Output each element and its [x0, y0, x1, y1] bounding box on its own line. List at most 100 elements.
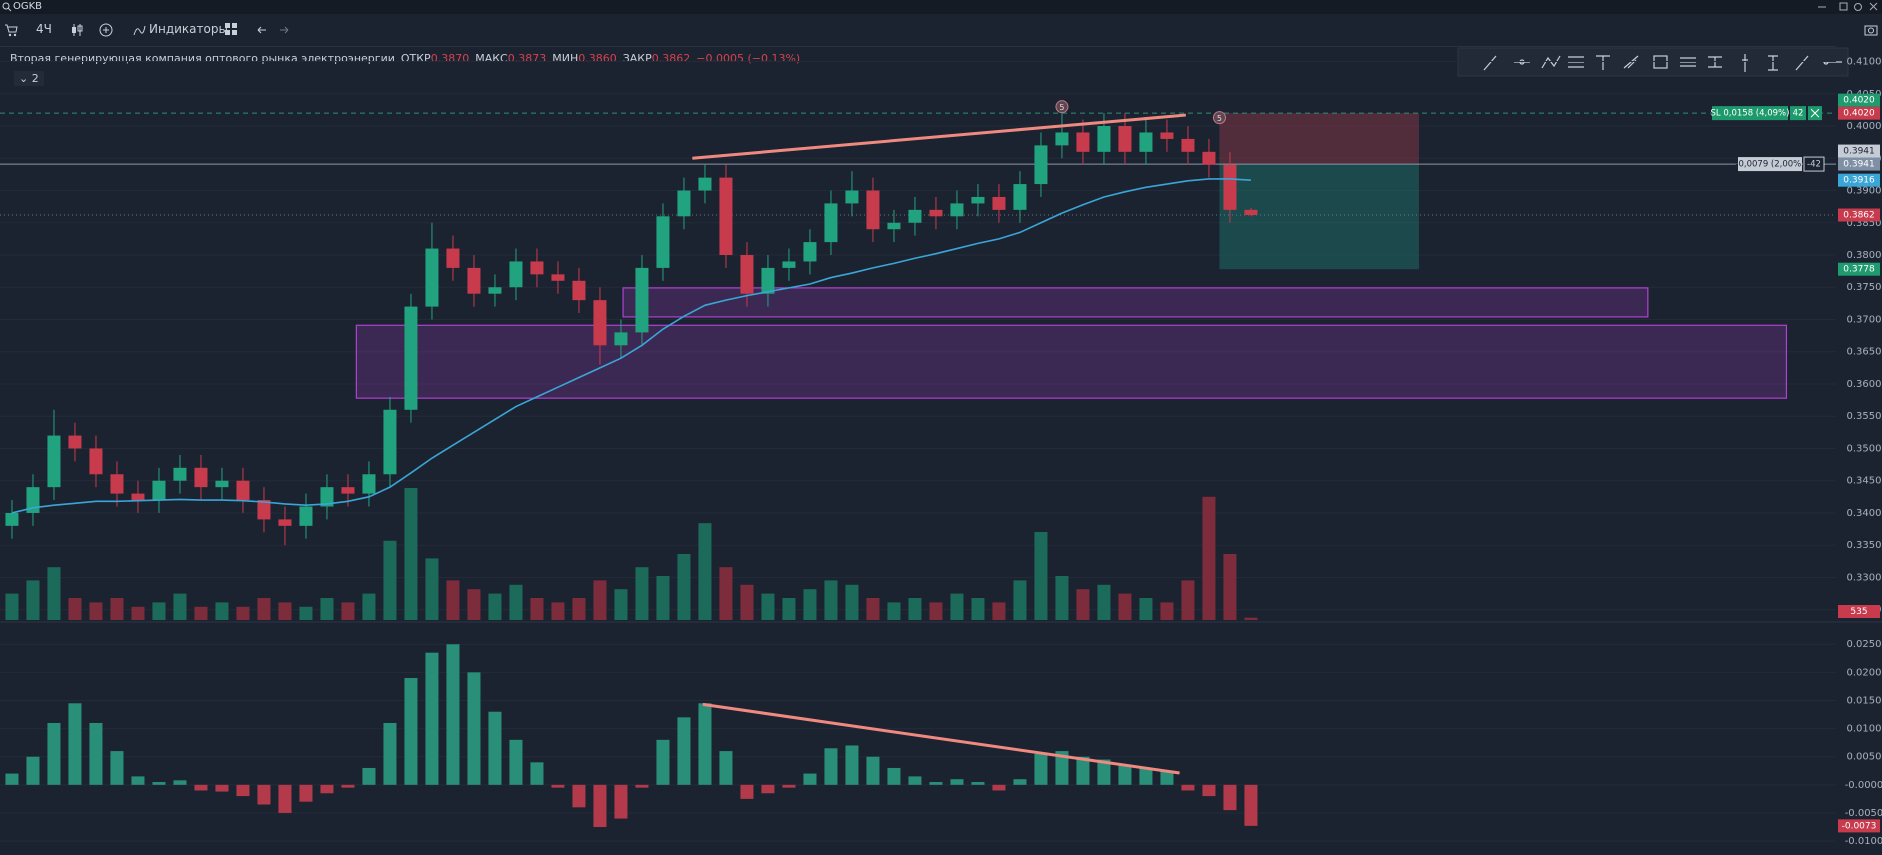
volume-bar	[467, 589, 481, 620]
y-tick-label: 0.3450	[1847, 476, 1882, 487]
volume-bar	[824, 580, 838, 620]
volume-bar	[404, 488, 418, 620]
volume-bar	[488, 593, 502, 620]
volume-bar	[1244, 617, 1258, 620]
layout-icon[interactable]	[225, 23, 237, 35]
candle-body	[824, 203, 838, 243]
volume-bar	[131, 606, 145, 620]
y-tick-label: 0.3250	[1847, 605, 1882, 616]
price-tag	[1838, 157, 1880, 171]
close-icon	[1810, 108, 1820, 118]
indicators-button[interactable]: Индикаторы	[149, 22, 228, 36]
candle-body	[719, 177, 733, 256]
y-tick-label: 0.0200	[1847, 667, 1882, 678]
candle-body	[530, 261, 544, 275]
price-tag-label: 0.3941	[1843, 147, 1875, 157]
candle-body	[593, 300, 607, 346]
candle-body	[1223, 164, 1237, 210]
y-tick-label: 0.3550	[1847, 411, 1882, 422]
histogram-bar	[1055, 751, 1069, 785]
volume-bar	[1223, 554, 1237, 620]
candle-body	[320, 487, 334, 507]
volume-bar	[1181, 580, 1195, 620]
legend-value: 0.3860	[578, 52, 617, 65]
y-tick-label: 0.3900	[1847, 186, 1882, 197]
candle-body	[68, 435, 82, 449]
y-tick-label: 0.3800	[1847, 250, 1882, 261]
candle-body	[929, 209, 943, 217]
indicator-count: 2	[31, 72, 39, 85]
price-tag	[1838, 173, 1880, 187]
candle-body	[950, 203, 964, 217]
histogram-bar	[950, 779, 964, 785]
compare-icon[interactable]	[99, 23, 113, 37]
candle-body	[1013, 184, 1027, 210]
toolbar: 4Ч Индикаторы	[0, 14, 1882, 47]
search-icon[interactable]	[2, 2, 12, 12]
histogram-bar	[971, 782, 985, 785]
position-reward	[1219, 164, 1419, 270]
volume-bar	[572, 598, 586, 620]
histogram-bar	[572, 784, 586, 808]
y-tick-label: 0.0150	[1847, 695, 1882, 706]
y-tick-label: 0.0050	[1847, 752, 1882, 763]
volume-bar	[1118, 593, 1132, 620]
y-tick-label: 0.3650	[1847, 347, 1882, 358]
candle-body	[803, 242, 817, 262]
undo-redo[interactable]	[256, 23, 292, 37]
symbol[interactable]: OGKB	[13, 1, 43, 12]
candle-body	[383, 409, 397, 475]
zone	[355, 324, 1788, 399]
volume-tag-label: 535	[1850, 607, 1867, 617]
price-tag	[1838, 262, 1880, 276]
candle-body	[1118, 126, 1132, 152]
volume-bar	[593, 580, 607, 620]
price-tag-label: 0.3778	[1843, 265, 1875, 275]
chart-type-icon[interactable]	[70, 23, 84, 37]
volume-bar	[887, 602, 901, 620]
volume-bar	[152, 602, 166, 620]
title-bar: OGKB	[0, 0, 1882, 14]
candle-body	[866, 190, 880, 230]
volume-bar	[929, 602, 943, 620]
histogram-bar	[1013, 779, 1027, 785]
event-marker	[1055, 100, 1069, 114]
histogram-bar	[173, 780, 187, 785]
volume-bar	[341, 602, 355, 620]
volume-bar	[26, 580, 40, 620]
candle-body	[110, 474, 124, 494]
y-tick-label: 0.3350	[1847, 540, 1882, 551]
histogram-bar	[467, 672, 481, 785]
cart-icon[interactable]	[4, 23, 18, 37]
screenshot-icon[interactable]	[1864, 23, 1878, 37]
histogram-bar	[908, 776, 922, 785]
legend: Вторая генерирующая компания оптового ры…	[10, 52, 806, 65]
volume-bar	[236, 606, 250, 620]
legend-label: ЗАКР	[622, 52, 652, 65]
candle-body	[236, 480, 250, 501]
price-tag	[1838, 144, 1880, 158]
price-tag	[1838, 106, 1880, 120]
indicator-toggle[interactable]: ⌄ 2	[14, 71, 44, 86]
volume-bar	[761, 593, 775, 620]
volume-bar	[1139, 598, 1153, 620]
candle-body	[992, 196, 1006, 210]
histogram-bar	[803, 773, 817, 785]
histogram-bar	[1160, 770, 1174, 785]
candle-body	[194, 467, 208, 488]
histogram-bar	[278, 784, 292, 813]
y-tick-label: 0.3850	[1847, 218, 1882, 229]
window-controls[interactable]	[1816, 2, 1880, 12]
indicators-icon[interactable]	[132, 23, 146, 37]
position-risk	[1219, 113, 1419, 165]
candle-body	[89, 448, 103, 475]
legend-label: МИН	[552, 52, 579, 65]
candle-body	[845, 190, 859, 204]
sl-close-button[interactable]	[1808, 106, 1822, 121]
candle-body	[341, 487, 355, 494]
trendline	[692, 113, 1186, 160]
interval[interactable]: 4Ч	[36, 22, 52, 36]
event-marker-label: 5	[1059, 103, 1064, 112]
candle-body	[47, 435, 61, 488]
sl-qty: 42	[1793, 109, 1804, 119]
